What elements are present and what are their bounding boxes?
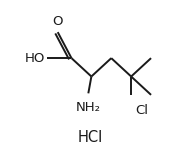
Text: Cl: Cl (136, 104, 149, 117)
Text: HCl: HCl (77, 130, 103, 145)
Text: HO: HO (24, 52, 45, 65)
Text: NH₂: NH₂ (76, 101, 101, 114)
Text: O: O (52, 15, 63, 28)
